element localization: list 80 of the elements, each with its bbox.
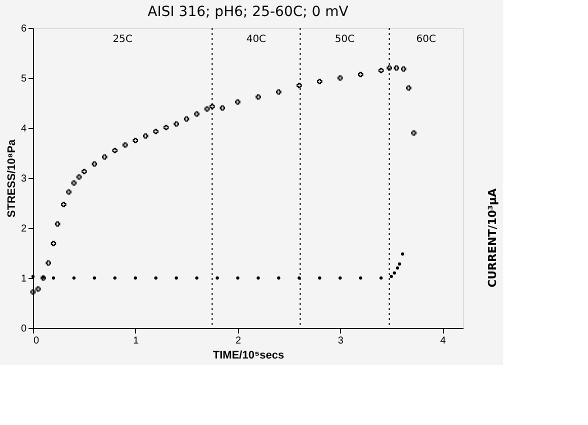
point <box>154 276 158 280</box>
point <box>82 168 87 174</box>
point <box>92 276 96 280</box>
point <box>184 116 190 122</box>
point <box>52 276 56 280</box>
point <box>380 276 383 280</box>
x-tick-label: 0 <box>34 336 40 346</box>
point <box>132 138 138 144</box>
point <box>338 276 342 280</box>
point <box>194 111 200 117</box>
point <box>378 68 384 74</box>
point <box>195 276 198 280</box>
point <box>72 276 76 280</box>
point <box>143 133 148 139</box>
point <box>36 286 41 292</box>
point <box>122 142 128 148</box>
y-axis-title: STRESS/10⁸Pa <box>6 138 18 218</box>
point <box>317 78 322 84</box>
point <box>296 82 302 88</box>
point <box>30 289 36 295</box>
y-tick-label: 5 <box>20 74 27 84</box>
point <box>216 276 219 280</box>
point <box>71 180 77 186</box>
point <box>134 276 137 280</box>
point <box>298 276 301 280</box>
point <box>50 240 56 246</box>
y2-axis-title: CURRENT/10³μA <box>486 188 499 288</box>
point <box>174 121 179 127</box>
x-axis-title: TIME/10⁵secs <box>212 350 284 362</box>
y-tick-label: 4 <box>20 124 27 134</box>
y-tick-label: 0 <box>20 324 27 334</box>
point <box>220 105 226 111</box>
point <box>386 65 392 71</box>
point <box>406 85 412 91</box>
chart-title: AISI 316; pH6; 25-60C; 0 mV <box>148 4 349 20</box>
y-tick-label: 2 <box>20 224 27 234</box>
point <box>102 154 108 160</box>
x-tick-label: 1 <box>133 336 140 346</box>
point <box>411 130 416 136</box>
point <box>163 124 169 130</box>
point <box>236 276 240 280</box>
point <box>359 276 362 280</box>
point <box>396 266 400 270</box>
annotation: 40C <box>246 34 266 45</box>
point <box>338 75 343 81</box>
annotation: 60C <box>416 34 436 45</box>
point <box>401 66 406 72</box>
point <box>392 271 396 275</box>
point <box>318 276 322 280</box>
point <box>256 94 261 100</box>
point <box>390 274 393 278</box>
point <box>398 262 402 266</box>
point <box>394 65 400 71</box>
point <box>113 276 116 280</box>
annotation: 25C <box>112 34 132 45</box>
point <box>46 260 51 266</box>
point <box>31 274 35 278</box>
point <box>76 174 82 180</box>
annotation: 50C <box>334 34 355 45</box>
point <box>66 189 72 195</box>
point <box>210 104 215 110</box>
x-tick-label: 3 <box>338 336 344 346</box>
point <box>256 276 260 280</box>
x-tick-label: 2 <box>235 336 242 346</box>
point <box>174 276 178 280</box>
point <box>401 252 404 256</box>
point <box>204 106 210 112</box>
point <box>277 276 280 280</box>
y-tick-label: 1 <box>20 274 27 284</box>
y-tick-label: 3 <box>20 174 27 184</box>
x-tick-label: 4 <box>440 336 446 346</box>
point <box>358 72 364 78</box>
point <box>112 148 118 154</box>
point <box>92 161 98 167</box>
point <box>61 202 66 208</box>
point <box>235 99 240 105</box>
point <box>276 89 282 95</box>
point <box>153 128 158 134</box>
point <box>54 221 60 227</box>
y-tick-label: 6 <box>20 24 27 34</box>
